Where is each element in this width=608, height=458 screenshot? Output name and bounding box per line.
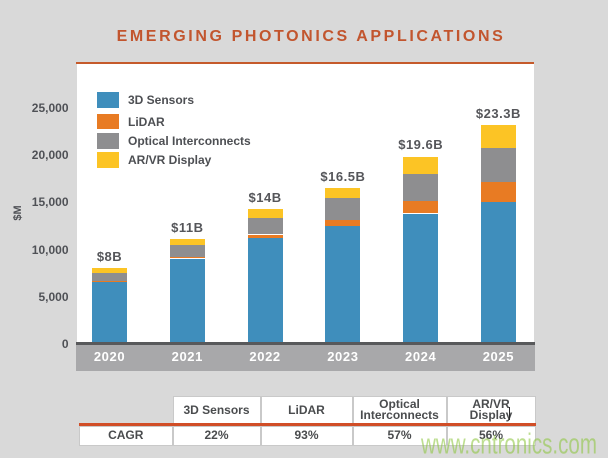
svg-text:www.cntronics.com: www.cntronics.com xyxy=(420,428,597,458)
